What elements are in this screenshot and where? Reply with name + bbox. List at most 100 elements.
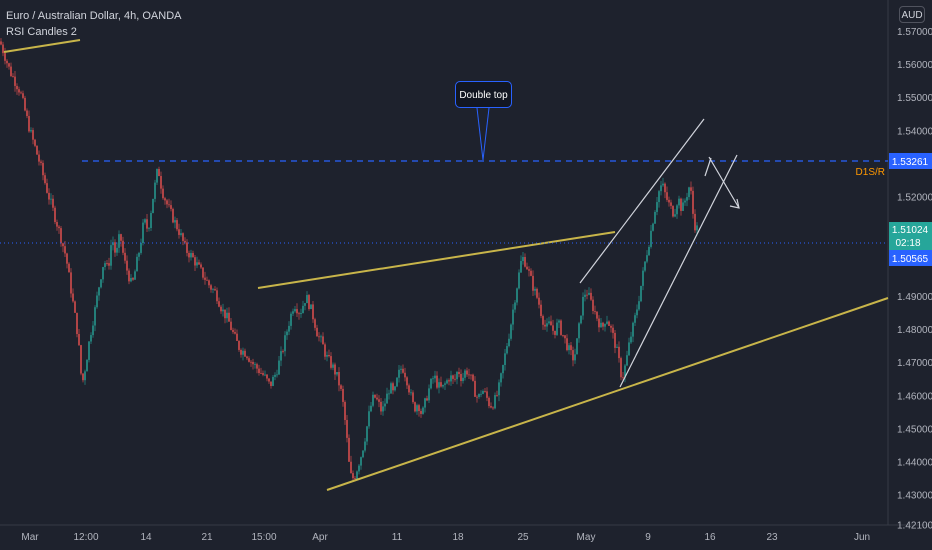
candle-body — [422, 407, 424, 414]
candle-body — [282, 351, 284, 352]
candle-body — [562, 334, 564, 336]
candle-body — [242, 350, 244, 355]
candle-body — [266, 374, 268, 379]
candle-body — [340, 385, 342, 389]
candle-body — [156, 169, 158, 183]
candle-body — [116, 247, 118, 253]
candle-body — [432, 378, 434, 380]
candle-body — [500, 373, 502, 383]
wedge-lower-trendline[interactable] — [326, 297, 889, 491]
candle-body — [302, 305, 304, 314]
candle-body — [226, 312, 228, 319]
double-top-callout[interactable]: Double top — [455, 81, 512, 108]
candle-body — [444, 383, 446, 385]
candle-body — [334, 364, 336, 375]
channel-lower-line[interactable] — [619, 154, 738, 388]
candle-body — [148, 227, 150, 229]
candle-body — [320, 336, 322, 338]
candle-body — [132, 278, 134, 280]
candle-body — [52, 198, 54, 208]
candle-body — [314, 319, 316, 328]
candle-body — [598, 318, 600, 328]
candle-body — [68, 263, 70, 273]
candle-body — [140, 242, 142, 253]
candle-body — [426, 398, 428, 401]
candle-body — [350, 461, 352, 474]
candle-body — [18, 89, 20, 93]
wedge-upper-trendline[interactable] — [257, 231, 616, 289]
candle-body — [534, 288, 536, 291]
candle-body — [200, 264, 202, 268]
candle-body — [676, 205, 678, 215]
candle-body — [600, 322, 602, 328]
candle-body — [362, 450, 364, 458]
projection-arrow-line — [708, 156, 740, 209]
candle-body — [506, 346, 508, 354]
candle-body — [82, 373, 84, 381]
candle-body — [268, 378, 270, 382]
candle-body — [88, 341, 90, 360]
candle-body — [124, 252, 126, 261]
candle-body — [360, 457, 362, 466]
candle-body — [264, 374, 266, 376]
candle-body — [38, 154, 40, 162]
candle-body — [326, 354, 328, 357]
candle-body — [20, 92, 22, 94]
time-tick-label: 25 — [517, 532, 529, 543]
candle-body — [42, 162, 44, 176]
candle-body — [558, 320, 560, 323]
candle-body — [202, 267, 204, 278]
candle-body — [448, 380, 450, 382]
time-tick-label: 18 — [452, 532, 464, 543]
candle-body — [332, 364, 334, 368]
candle-body — [348, 437, 350, 462]
time-tick-label: May — [577, 532, 596, 543]
price-tick-label: 1.52000 — [897, 193, 932, 204]
bounce-hint-line — [704, 157, 712, 177]
candle-body — [60, 228, 62, 244]
currency-button[interactable]: AUD — [899, 6, 925, 23]
candle-body — [232, 329, 234, 333]
candle-body — [680, 198, 682, 211]
price-tick-label: 1.49000 — [897, 292, 932, 303]
price-tick-label: 1.42100 — [897, 521, 932, 532]
candle-body — [434, 375, 436, 379]
candle-body — [368, 411, 370, 427]
candle-body — [346, 420, 348, 438]
candle-body — [50, 198, 52, 200]
candle-body — [184, 240, 186, 243]
time-axis[interactable]: Mar 12:00 14 21 15:00 Apr 11 18 25 May 9 16 23 Jun — [21, 532, 870, 543]
candle-body — [644, 261, 646, 271]
candle-body — [28, 116, 30, 132]
candle-body — [652, 223, 654, 231]
candle-body — [106, 263, 108, 264]
candle-body — [56, 222, 58, 227]
candle-body — [674, 214, 676, 217]
upper-trendline-left[interactable] — [3, 39, 81, 53]
candle-body — [142, 222, 144, 243]
candle-body — [86, 359, 88, 372]
candle-body — [196, 262, 198, 266]
candle-body — [668, 199, 670, 203]
channel-upper-line[interactable] — [579, 118, 705, 284]
candle-body — [378, 399, 380, 402]
candle-body — [428, 388, 430, 401]
indicator-label[interactable]: RSI Candles 2 — [6, 26, 77, 38]
candle-body — [10, 66, 12, 77]
candle-body — [304, 303, 306, 306]
candle-body — [298, 313, 300, 315]
candle-body — [336, 372, 338, 375]
candle-body — [328, 354, 330, 357]
candle-body — [618, 346, 620, 359]
candle-body — [186, 242, 188, 253]
symbol-title[interactable]: Euro / Australian Dollar, 4h, OANDA — [6, 10, 182, 22]
candle-body — [630, 336, 632, 343]
candle-body — [678, 198, 680, 206]
candle-body — [564, 335, 566, 339]
candle-body — [318, 336, 320, 338]
candle-body — [430, 378, 432, 389]
projection-arrowhead — [729, 198, 740, 209]
